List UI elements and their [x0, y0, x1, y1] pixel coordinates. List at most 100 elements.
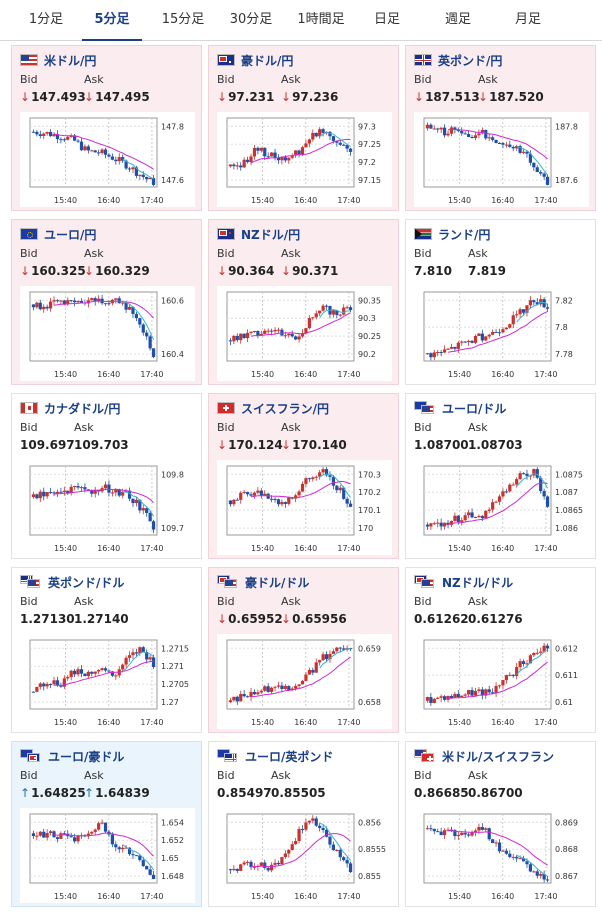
candle-body [494, 501, 498, 503]
chart-frame[interactable]: 15:40 16:40 17:40 1.654 1.652 1.65 1.648 [20, 808, 195, 903]
pair-name[interactable]: 豪ドル/ドル [245, 575, 310, 590]
rate-card[interactable]: NZドル/円 Bid Ask ↓90.364 ↓90.371 15:40 16:40 17:4… [208, 219, 399, 385]
candle-body [97, 823, 101, 830]
candle-body [280, 329, 284, 336]
candle-body [259, 147, 263, 151]
rate-card[interactable]: 米ドル/スイスフラン Bid Ask 0.86685 0.86700 15:40 16:40… [405, 741, 596, 907]
tab-8[interactable]: 月足 [514, 12, 541, 27]
candle-body [245, 696, 250, 698]
pair-link[interactable]: ユーロ/ドル [414, 400, 506, 416]
x-tick-label: 16:40 [294, 892, 317, 901]
ask-label: Ask [74, 421, 94, 434]
candle-body [52, 134, 56, 137]
candle-body [35, 302, 39, 308]
y-tick-label: 90.2 [358, 350, 376, 359]
tab-7[interactable]: 週足 [444, 12, 471, 27]
chart-frame[interactable]: 15:40 16:40 17:40 109.8 109.7 [20, 460, 195, 555]
pair-link[interactable]: ユーロ/英ポンド [217, 748, 333, 764]
pair-link[interactable]: 米ドル/円 [20, 52, 96, 68]
ask-label: Ask [281, 73, 301, 86]
pair-link[interactable]: NZドル/円 [217, 226, 300, 242]
chart-frame[interactable]: 15:40 16:40 17:40 170.3 170.2 170.1 170 [217, 460, 392, 555]
tab-6[interactable]: 日足 [373, 12, 400, 27]
pair-link[interactable]: 米ドル/スイスフラン [414, 748, 554, 764]
candle-body [270, 152, 274, 157]
candle-body [491, 502, 495, 510]
chart-frame[interactable]: 15:40 16:40 17:40 97.3 97.25 97.2 97.15 [217, 112, 392, 207]
bid-label: Bid [217, 247, 235, 260]
candle-body [473, 135, 478, 139]
pair-name[interactable]: ユーロ/ドル [442, 401, 507, 416]
moving-average-long [447, 310, 548, 353]
pair-link[interactable]: 豪ドル/ドル [217, 574, 309, 590]
candle-body [342, 857, 346, 861]
pair-name[interactable]: 米ドル/円 [44, 53, 97, 68]
eu-gb-flag-icon [217, 749, 239, 763]
rate-card[interactable]: カナダドル/円 Bid Ask 109.697 109.703 15:40 16:40 17:… [11, 393, 202, 559]
chart-frame[interactable]: 15:40 16:40 17:40 0.869 0.868 0.867 [414, 808, 589, 903]
candle-body [456, 515, 460, 522]
chart-frame[interactable]: 15:40 16:40 17:40 147.8 147.6 [20, 112, 195, 207]
rate-card[interactable]: ユーロ/円 Bid Ask ↓160.325 ↓160.329 15:40 16:40 17:… [11, 219, 202, 385]
y-tick-label: 0.867 [555, 872, 578, 881]
chart-frame[interactable]: 15:40 16:40 17:40 1.0875 1.087 1.0865 1.086 [414, 460, 589, 555]
pair-name[interactable]: 英ポンド/ドル [48, 575, 125, 590]
pair-link[interactable]: カナダドル/円 [20, 400, 120, 416]
chart-frame[interactable]: 15:40 16:40 17:40 0.659 0.658 [217, 634, 392, 729]
candle-body [270, 498, 274, 500]
tab-3[interactable]: 15分足 [161, 12, 205, 27]
tab-1[interactable]: 1分足 [28, 12, 64, 27]
pair-link[interactable]: ユーロ/円 [20, 226, 96, 242]
rate-card[interactable]: 豪ドル/円 Bid Ask ↓97.231 ↓97.236 15:40 16:40 17:40… [208, 45, 399, 211]
pair-name[interactable]: ユーロ/円 [44, 227, 97, 242]
tab-5[interactable]: 1時間足 [297, 12, 345, 27]
pair-link[interactable]: ユーロ/豪ドル [20, 748, 124, 764]
rate-card[interactable]: 豪ドル/ドル Bid Ask ↓0.65952 ↓0.65956 15:40 16:40 17… [208, 567, 399, 733]
chart-frame[interactable]: 15:40 16:40 17:40 7.82 7.8 7.78 [414, 286, 589, 381]
tab-4[interactable]: 30分足 [229, 12, 273, 27]
pair-name[interactable]: スイスフラン/円 [241, 401, 330, 416]
pair-name[interactable]: 米ドル/スイスフラン [442, 749, 555, 764]
chart-frame[interactable]: 15:40 16:40 17:40 0.856 0.8555 0.855 [217, 808, 392, 903]
y-tick-label: 0.869 [555, 818, 578, 827]
pair-name[interactable]: ランド/円 [438, 227, 491, 242]
candle-body [545, 496, 550, 507]
chart-frame[interactable]: 15:40 16:40 17:40 0.612 0.611 0.61 [414, 634, 589, 729]
rate-card[interactable]: スイスフラン/円 Bid Ask ↓170.124 ↓170.140 15:40 16:40… [208, 393, 399, 559]
candle-body [256, 330, 260, 336]
candle-body [487, 509, 491, 511]
pair-name[interactable]: NZドル/ドル [442, 575, 514, 590]
rate-card[interactable]: ユーロ/豪ドル Bid Ask ↑1.64825 ↑1.64839 15:40 16:40 1… [11, 741, 202, 907]
pair-name[interactable]: 豪ドル/円 [241, 53, 294, 68]
rate-card[interactable]: 英ポンド/円 Bid Ask ↓187.513 ↓187.520 15:40 16:40 17… [405, 45, 596, 211]
chart-frame[interactable]: 15:40 16:40 17:40 160.6 160.4 [20, 286, 195, 381]
candle-body [252, 866, 257, 868]
pair-name[interactable]: ユーロ/英ポンド [245, 749, 334, 764]
moving-average-short [516, 472, 549, 489]
pair-link[interactable]: 英ポンド/ドル [20, 574, 124, 590]
candle-body [321, 654, 325, 661]
pair-link[interactable]: スイスフラン/円 [217, 400, 329, 416]
pair-link[interactable]: NZドル/ドル [414, 574, 513, 590]
pair-name[interactable]: 英ポンド/円 [438, 53, 503, 68]
rate-card[interactable]: 英ポンド/ドル Bid Ask 1.27130 1.27140 15:40 16:40 17:… [11, 567, 202, 733]
pair-link[interactable]: 英ポンド/円 [414, 52, 502, 68]
candle-body [297, 150, 301, 155]
rate-card[interactable]: NZドル/ドル Bid Ask 0.61262 0.61276 15:40 16:40 17:… [405, 567, 596, 733]
candle-body [473, 336, 478, 343]
chart-frame[interactable]: 15:40 16:40 17:40 1.2715 1.271 1.2705 1.27 [20, 634, 195, 729]
tab-2[interactable]: 5分足 [82, 0, 142, 41]
rate-card[interactable]: ランド/円 Bid Ask 7.810 7.819 15:40 16:40 17:40 7.82… [405, 219, 596, 385]
chart-frame[interactable]: 15:40 16:40 17:40 90.35 90.3 90.25 90.2 [217, 286, 392, 381]
pair-name[interactable]: ユーロ/豪ドル [48, 749, 125, 764]
rate-card[interactable]: ユーロ/ドル Bid Ask 1.08700 1.08703 15:40 16:40 17:4… [405, 393, 596, 559]
down-arrow-icon: ↓ [478, 90, 489, 104]
rate-card[interactable]: ユーロ/英ポンド Bid Ask 0.85497 0.85505 15:40 16:40 17… [208, 741, 399, 907]
pair-name[interactable]: カナダドル/円 [44, 401, 121, 416]
pair-link[interactable]: 豪ドル/円 [217, 52, 293, 68]
candle-body [73, 670, 77, 675]
pair-name[interactable]: NZドル/円 [241, 227, 301, 242]
pair-link[interactable]: ランド/円 [414, 226, 490, 242]
chart-frame[interactable]: 15:40 16:40 17:40 187.8 187.6 [414, 112, 589, 207]
rate-card[interactable]: 米ドル/円 Bid Ask ↓147.493 ↓147.495 15:40 16:40 17:… [11, 45, 202, 211]
